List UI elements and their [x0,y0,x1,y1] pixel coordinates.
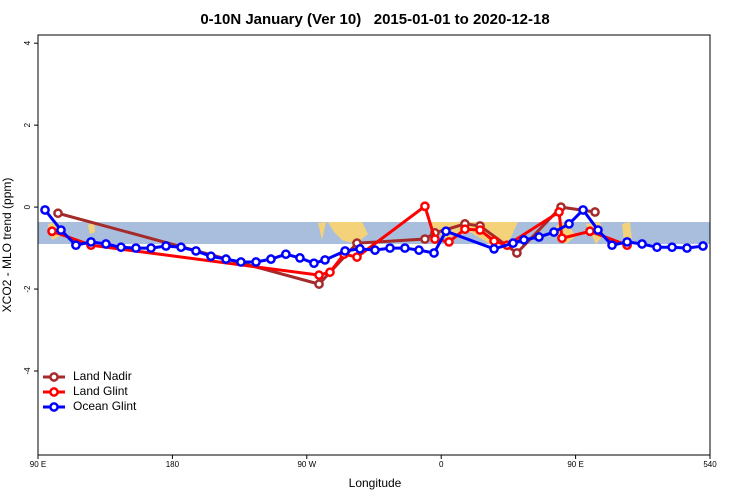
data-point [221,254,231,264]
data-point [352,252,362,262]
data-point [309,258,319,269]
data-point [40,205,50,215]
data-point [161,241,171,251]
legend-marker [49,372,59,382]
data-point [554,207,564,217]
y-tick-label: 0 [23,204,32,209]
data-point [370,245,380,255]
legend-label: Land Glint [73,384,128,398]
data-point [281,249,291,260]
legend-marker [49,387,59,397]
data-point [475,225,485,235]
data-point [314,270,324,280]
data-point [585,226,595,237]
data-point [557,233,567,244]
legend-marker [49,402,59,412]
data-point [590,207,600,217]
data-point [441,226,451,237]
data-point [698,241,708,251]
x-tick-label: 90 E [30,460,46,469]
data-point [578,205,588,215]
data-point [622,237,632,247]
data-point [637,239,647,249]
x-tick-label: 90 E [567,460,583,469]
data-point [460,224,470,235]
data-point [320,255,330,265]
data-point [534,232,544,242]
plot-frame [37,34,711,456]
data-point [652,242,662,253]
x-tick-label: 0 [439,460,444,469]
data-point [430,234,440,244]
x-axis-label: Longitude [349,476,402,490]
data-point [295,253,305,263]
y-tick-label: -4 [23,367,32,375]
data-point [489,236,499,246]
legend-label: Ocean Glint [73,399,137,413]
x-tick-label: 540 [703,460,717,469]
data-point [251,257,261,267]
data-point [86,237,96,247]
data-point [420,234,430,244]
data-point [607,240,617,251]
data-point [56,225,66,235]
data-point [429,248,439,258]
data-point [101,239,111,249]
data-point [53,208,63,219]
data-point [176,242,186,253]
data-point [444,237,454,247]
data-point [325,267,335,278]
data-point [508,238,518,249]
legend-label: Land Nadir [73,369,132,383]
data-point [512,248,522,258]
data-point [131,243,141,253]
data-point [314,279,324,289]
data-point [146,243,156,253]
data-point [489,244,499,254]
data-point [593,225,603,235]
data-point [71,240,81,251]
data-point [564,219,574,229]
data-point [385,243,395,253]
data-point [116,242,126,253]
data-point [191,246,201,256]
data-point [682,243,692,253]
x-tick-label: 90 W [297,460,316,469]
y-tick-label: 2 [23,122,32,127]
y-axis-label: XCO2 - MLO trend (ppm) [0,178,14,313]
x-tick-label: 180 [166,460,180,469]
data-point [549,227,559,237]
data-point [420,201,430,212]
y-tick-label: -2 [23,285,32,293]
data-point [519,235,529,245]
data-point [340,246,350,256]
data-point [47,226,57,237]
data-point [355,244,365,254]
data-point [400,243,410,253]
chart-title: 0-10N January (Ver 10) 2015-01-01 to 202… [200,11,549,28]
data-point [236,257,246,267]
data-point [667,242,677,253]
data-point [206,251,216,262]
y-tick-label: 4 [23,40,32,45]
data-point [266,254,276,264]
data-point [414,245,424,255]
